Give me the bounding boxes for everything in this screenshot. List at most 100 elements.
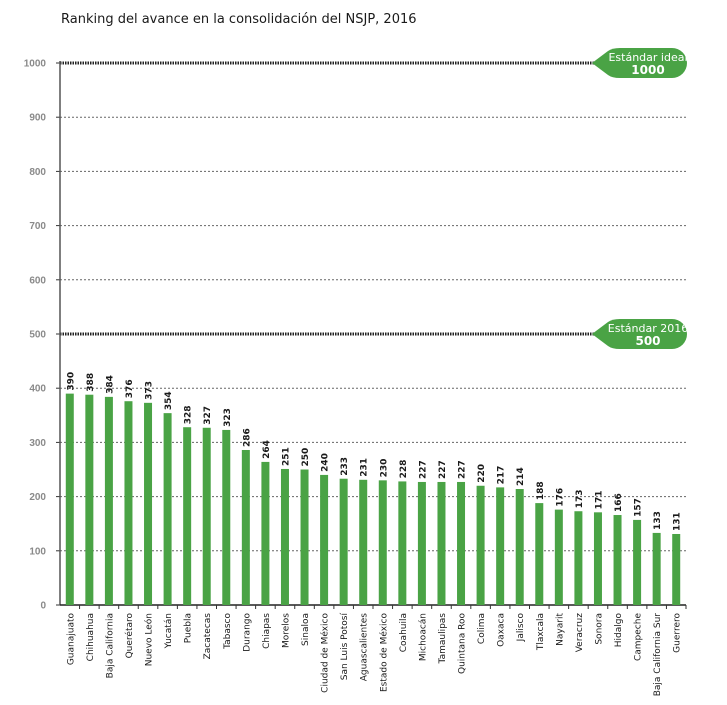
bar bbox=[359, 479, 368, 605]
bar bbox=[515, 489, 524, 605]
bar bbox=[417, 481, 426, 605]
data-label: 233 bbox=[340, 457, 350, 476]
y-tick-label: 700 bbox=[29, 221, 46, 232]
x-tick-label: San Luis Potosí bbox=[340, 613, 350, 681]
data-label: 264 bbox=[262, 440, 272, 459]
data-label: 327 bbox=[203, 406, 213, 425]
y-tick-label: 900 bbox=[29, 113, 46, 124]
bar bbox=[144, 402, 153, 605]
data-label: 251 bbox=[281, 447, 291, 466]
x-tick-label: Oaxaca bbox=[497, 613, 507, 647]
data-label: 231 bbox=[360, 458, 370, 477]
x-tick-label: Tlaxcala bbox=[536, 613, 546, 651]
callout-label: Estándar ideal bbox=[608, 51, 687, 64]
bar bbox=[65, 393, 74, 605]
data-label: 157 bbox=[634, 498, 644, 517]
bar bbox=[85, 394, 94, 605]
bar bbox=[163, 413, 172, 605]
data-label: 240 bbox=[321, 453, 331, 472]
bar bbox=[378, 480, 387, 605]
x-tick-label: Tabasco bbox=[223, 613, 233, 650]
bar bbox=[124, 401, 133, 605]
bar bbox=[280, 468, 289, 605]
bar bbox=[437, 481, 446, 605]
bar bbox=[261, 461, 270, 605]
bars bbox=[65, 393, 681, 605]
bar bbox=[398, 481, 407, 605]
bar bbox=[633, 519, 642, 605]
gridlines bbox=[60, 61, 686, 552]
y-tick-label: 200 bbox=[29, 492, 46, 503]
x-axis-labels: Guanajuato Chihuahua Baja California Querét… bbox=[66, 605, 687, 697]
data-label: 166 bbox=[614, 493, 624, 512]
y-tick-label: 400 bbox=[29, 384, 46, 395]
y-tick-label: 300 bbox=[29, 438, 46, 449]
data-label: 171 bbox=[594, 491, 604, 510]
x-tick-label: Jalisco bbox=[516, 613, 526, 643]
bar bbox=[320, 474, 329, 605]
data-label: 173 bbox=[575, 489, 585, 508]
data-label: 250 bbox=[301, 448, 311, 467]
x-tick-label: Puebla bbox=[184, 613, 194, 643]
x-tick-label: Campeche bbox=[634, 613, 644, 661]
x-tick-label: Zacatecas bbox=[203, 613, 213, 660]
x-tick-label: Sonora bbox=[594, 613, 604, 645]
data-label: 390 bbox=[66, 372, 76, 391]
data-label: 214 bbox=[516, 467, 526, 486]
bar bbox=[300, 469, 309, 605]
y-tick-label: 0 bbox=[40, 601, 46, 612]
y-tick-label: 500 bbox=[29, 330, 46, 341]
bar bbox=[652, 532, 661, 605]
x-tick-label: Durango bbox=[242, 613, 252, 652]
callout-shape bbox=[592, 319, 687, 349]
data-label: 323 bbox=[223, 408, 233, 427]
bar bbox=[241, 449, 250, 605]
x-tick-label: Nuevo León bbox=[144, 613, 155, 666]
data-label: 328 bbox=[184, 405, 194, 424]
bar bbox=[222, 429, 231, 605]
bar bbox=[535, 503, 544, 605]
x-tick-label: Quintana Roo bbox=[458, 613, 468, 674]
bar bbox=[554, 509, 563, 605]
bar bbox=[202, 427, 211, 605]
bar bbox=[476, 485, 485, 605]
y-tick-label: 600 bbox=[29, 275, 46, 286]
data-label: 388 bbox=[86, 373, 96, 392]
callout-label: Estándar 2016 bbox=[608, 322, 688, 335]
data-label: 354 bbox=[164, 391, 174, 410]
bar bbox=[496, 487, 505, 605]
data-label: 373 bbox=[145, 381, 155, 400]
x-tick-label: Chihuahua bbox=[86, 613, 96, 661]
x-tick-label: Guanajuato bbox=[66, 613, 76, 666]
callout-shape bbox=[592, 48, 687, 78]
x-tick-label: Nayarit bbox=[555, 613, 565, 646]
data-label: 217 bbox=[497, 466, 507, 485]
x-tick-label: Guerrero bbox=[673, 613, 683, 653]
bar bbox=[339, 478, 348, 605]
x-tick-label: Michoacán bbox=[418, 613, 428, 661]
x-tick-label: Coahuila bbox=[399, 613, 409, 652]
data-label: 220 bbox=[477, 464, 487, 483]
data-label: 227 bbox=[438, 460, 448, 479]
x-tick-label: Ciudad de México bbox=[320, 613, 331, 693]
x-tick-label: Chiapas bbox=[262, 613, 272, 649]
data-label: 230 bbox=[379, 459, 389, 478]
bar bbox=[672, 533, 681, 605]
x-tick-label: Tamaulipas bbox=[438, 613, 448, 665]
x-tick-label: Baja California bbox=[105, 613, 115, 678]
callout-value: 500 bbox=[635, 334, 660, 348]
x-tick-label: Baja California Sur bbox=[653, 613, 663, 697]
y-tick-label: 800 bbox=[29, 167, 46, 178]
bar bbox=[457, 481, 466, 605]
bar bbox=[613, 515, 622, 605]
x-tick-label: Aguascalientes bbox=[360, 613, 370, 682]
data-label: 286 bbox=[242, 428, 252, 447]
bar bbox=[104, 396, 113, 605]
x-tick-label: Hidalgo bbox=[614, 613, 624, 648]
data-label: 188 bbox=[536, 481, 546, 500]
x-tick-label: Morelos bbox=[281, 613, 291, 648]
data-label: 376 bbox=[125, 379, 135, 398]
